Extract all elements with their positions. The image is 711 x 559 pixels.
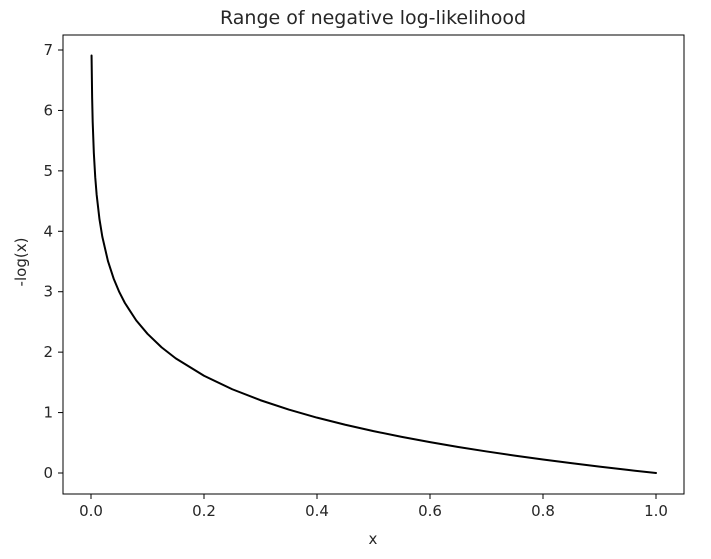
y-tick-label: 1 <box>43 404 53 422</box>
plot-area <box>90 54 657 474</box>
x-tick-label: 0.6 <box>418 502 442 520</box>
y-tick-label: 5 <box>43 162 53 180</box>
y-tick-label: 3 <box>43 283 53 301</box>
axis-ticks: 0.0 0.2 0.4 0.6 0.8 1.0 0 1 2 3 4 5 6 7 <box>43 41 667 520</box>
chart-title: Range of negative log-likelihood <box>220 7 526 29</box>
x-tick-label: 1.0 <box>644 502 668 520</box>
x-tick-label: 0.4 <box>305 502 329 520</box>
x-tick-label: 0.2 <box>192 502 216 520</box>
x-tick-label: 0.8 <box>531 502 555 520</box>
x-tick-label: 0.0 <box>79 502 103 520</box>
y-tick-label: 0 <box>43 464 53 482</box>
y-axis-label: -log(x) <box>12 238 30 287</box>
series-line <box>90 54 657 474</box>
y-tick-label: 7 <box>43 41 53 59</box>
axes-frame <box>62 34 685 495</box>
y-tick-label: 2 <box>43 343 53 361</box>
y-tick-label: 4 <box>43 222 53 240</box>
y-tick-label: 6 <box>43 101 53 119</box>
x-axis-label: x <box>369 530 378 548</box>
